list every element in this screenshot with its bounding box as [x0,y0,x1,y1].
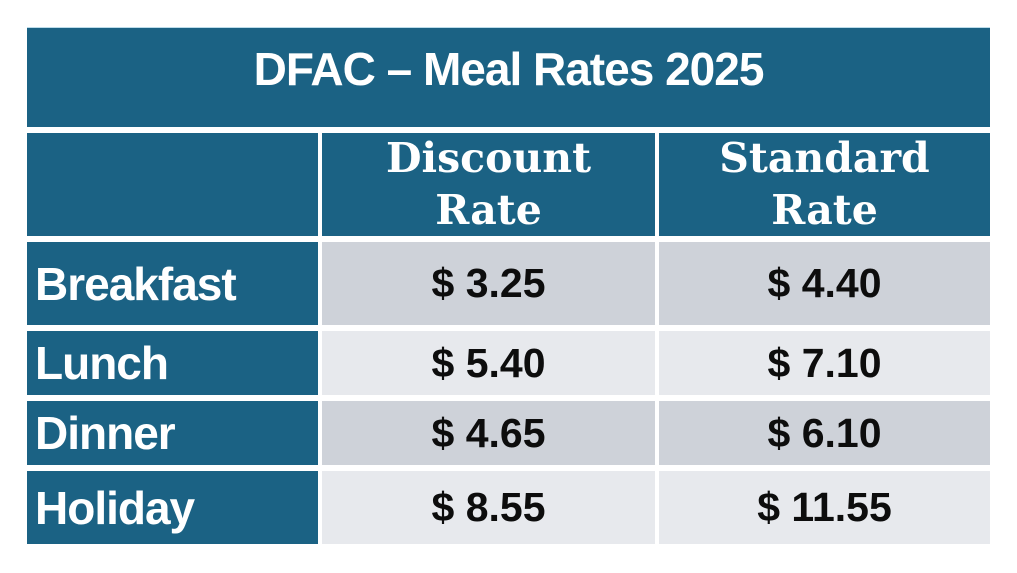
meal-rates-table: DFAC – Meal Rates 2025 Discount Rate Sta… [27,27,990,544]
dinner-discount-rate: $ 4.65 [322,401,655,465]
row-label-holiday: Holiday [27,471,318,544]
holiday-discount-rate: $ 8.55 [322,471,655,544]
header-meal-column [27,133,318,236]
header-standard-rate: Standard Rate [659,133,990,236]
row-label-breakfast: Breakfast [27,242,318,325]
breakfast-discount-rate: $ 3.25 [322,242,655,325]
breakfast-standard-rate: $ 4.40 [659,242,990,325]
holiday-standard-rate: $ 11.55 [659,471,990,544]
row-label-lunch: Lunch [27,331,318,395]
dinner-standard-rate: $ 6.10 [659,401,990,465]
table-title: DFAC – Meal Rates 2025 [27,27,990,127]
lunch-standard-rate: $ 7.10 [659,331,990,395]
lunch-discount-rate: $ 5.40 [322,331,655,395]
header-discount-rate: Discount Rate [322,133,655,236]
row-label-dinner: Dinner [27,401,318,465]
